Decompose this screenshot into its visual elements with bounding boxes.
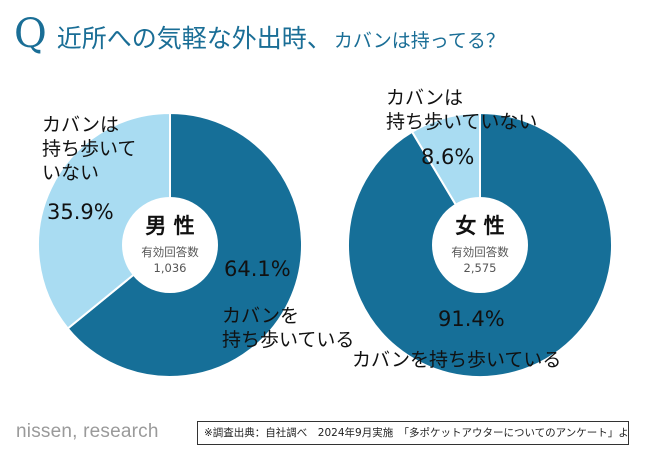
- value-label-0-1: 35.9%: [47, 200, 114, 224]
- title-sub: カバンは持ってる？: [333, 30, 505, 52]
- page-title: Q 近所への気軽な外出時、 カバンは持ってる？: [14, 14, 505, 60]
- center-hole-1: [432, 197, 528, 293]
- center-sub-0: 有効回答数: [141, 245, 199, 259]
- center-count-1: 2,575: [464, 261, 497, 275]
- title-main: 近所への気軽な外出時、: [56, 24, 332, 53]
- brand-logo: nissen, research: [16, 421, 159, 442]
- center-count-0: 1,036: [154, 261, 187, 275]
- center-label-0: 男 性: [145, 214, 194, 238]
- q-mark: Q: [14, 11, 47, 57]
- slice-label-0-1: カバンは持ち歩いていない: [42, 114, 136, 184]
- slice-label-0-0: カバンを持ち歩いている: [222, 305, 354, 351]
- center-sub-1: 有効回答数: [451, 245, 509, 259]
- center-hole-0: [122, 197, 218, 293]
- pie-slice-0-1: [37, 111, 171, 330]
- slice-label-1-0: カバンを持ち歩いている: [352, 349, 561, 371]
- value-label-0-0: 64.1%: [224, 257, 291, 281]
- source-note: ※調査出典：自社調べ 2024年9月実施 「多ポケットアウターについてのアンケー…: [197, 421, 629, 445]
- center-label-1: 女 性: [455, 214, 504, 238]
- value-label-1-1: 8.6%: [421, 145, 474, 169]
- value-label-1-0: 91.4%: [438, 307, 505, 331]
- slice-label-1-1: カバンは持ち歩いていない: [386, 87, 537, 133]
